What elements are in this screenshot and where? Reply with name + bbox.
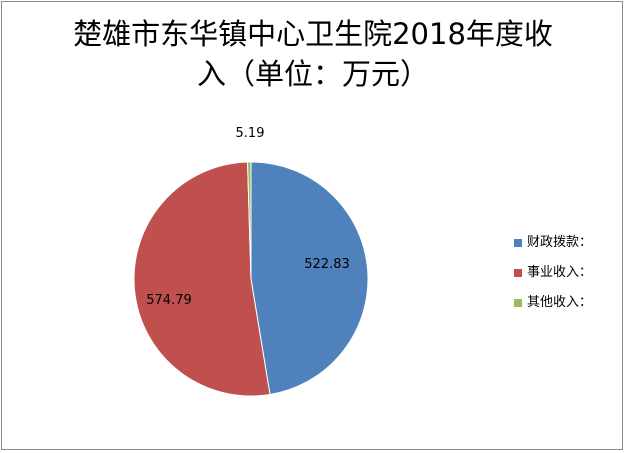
pie-slice-business — [133, 161, 271, 397]
chart-title-line-1: 楚雄市东华镇中心卫生院2018年度收 — [73, 17, 553, 51]
legend-label-fiscal: 财政拨款： — [527, 235, 593, 250]
legend-swatch-business — [514, 269, 522, 277]
legend-swatch-fiscal — [514, 239, 522, 247]
data-label-business: 574.79 — [146, 293, 192, 308]
data-label-other: 5.19 — [236, 126, 265, 141]
chart-title-line-2: 入（单位：万元） — [196, 57, 429, 91]
legend-label-other: 其他收入： — [527, 295, 593, 310]
pie-slice-other — [247, 161, 252, 280]
legend-label-business: 事业收入： — [527, 265, 593, 280]
legend-swatch-other — [514, 299, 522, 307]
data-label-fiscal: 522.83 — [304, 257, 350, 272]
pie-slice-fiscal — [250, 161, 369, 396]
chart-title: 楚雄市东华镇中心卫生院2018年度收 入（单位：万元） — [0, 14, 626, 94]
